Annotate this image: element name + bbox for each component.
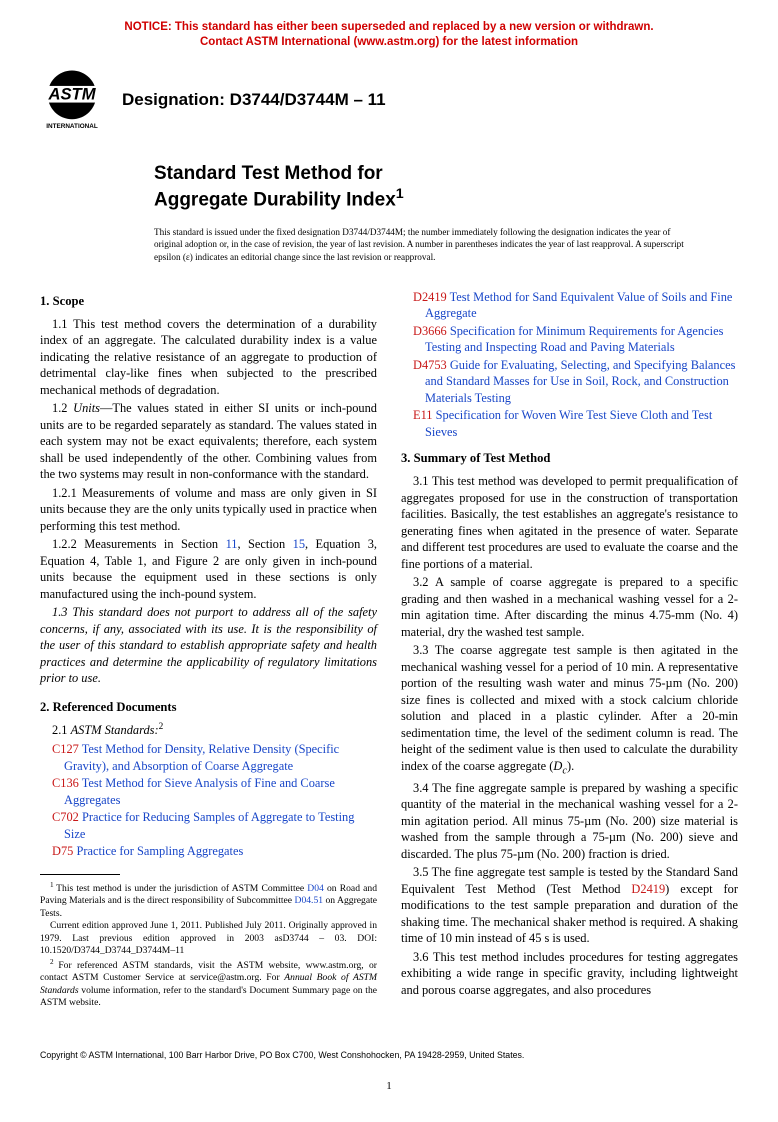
refs-list-left: C127 Test Method for Density, Relative D… bbox=[40, 741, 377, 860]
ref-code: D4753 bbox=[413, 358, 450, 372]
title-line1: Standard Test Method for bbox=[154, 163, 383, 184]
refs-heading: 2. Referenced Documents bbox=[40, 699, 377, 716]
para-3.3: 3.3 The coarse aggregate test sample is … bbox=[401, 642, 738, 778]
ref-text: Specification for Woven Wire Test Sieve … bbox=[425, 408, 712, 439]
para-3.5: 3.5 The fine aggregate test sample is te… bbox=[401, 864, 738, 947]
ref-code: E11 bbox=[413, 408, 436, 422]
designation: Designation: D3744/D3744M – 11 bbox=[122, 90, 386, 110]
ref-text: Test Method for Sand Equivalent Value of… bbox=[425, 290, 732, 321]
footnote-1b: Current edition approved June 1, 2011. P… bbox=[40, 920, 377, 957]
ref-text: Specification for Minimum Requirements f… bbox=[425, 324, 723, 355]
ref-text: Test Method for Sieve Analysis of Fine a… bbox=[64, 776, 335, 807]
refs-subhead: 2.1 ASTM Standards:2 bbox=[40, 721, 377, 739]
right-column: D2419 Test Method for Sand Equivalent Va… bbox=[401, 289, 738, 1010]
issuance-note: This standard is issued under the fixed … bbox=[154, 226, 698, 263]
svg-text:ASTM: ASTM bbox=[47, 84, 96, 103]
section-link[interactable]: 11 bbox=[226, 537, 238, 551]
footnote-2: 2 For referenced ASTM standards, visit t… bbox=[40, 958, 377, 1010]
ref-item[interactable]: D3666 Specification for Minimum Requirem… bbox=[401, 323, 738, 356]
copyright: Copyright © ASTM International, 100 Barr… bbox=[40, 1050, 738, 1060]
para-3.6: 3.6 This test method includes procedures… bbox=[401, 949, 738, 999]
ref-code: D2419 bbox=[413, 290, 450, 304]
ref-item[interactable]: D75 Practice for Sampling Aggregates bbox=[40, 843, 377, 860]
left-column: 1. Scope 1.1 This test method covers the… bbox=[40, 289, 377, 1010]
ref-code: D3666 bbox=[413, 324, 450, 338]
para-1.2: 1.2 Units—The values stated in either SI… bbox=[40, 400, 377, 483]
ref-item[interactable]: C136 Test Method for Sieve Analysis of F… bbox=[40, 775, 377, 808]
ref-link[interactable]: D2419 bbox=[631, 882, 665, 896]
scope-heading: 1. Scope bbox=[40, 293, 377, 310]
ref-text: Test Method for Density, Relative Densit… bbox=[64, 742, 339, 773]
footnote-rule bbox=[40, 874, 120, 875]
title-line2: Aggregate Durability Index bbox=[154, 189, 396, 210]
body-columns: 1. Scope 1.1 This test method covers the… bbox=[40, 289, 738, 1010]
title-footnote-ref: 1 bbox=[396, 186, 404, 202]
title-block: Standard Test Method for Aggregate Durab… bbox=[154, 162, 738, 212]
section-link[interactable]: 15 bbox=[293, 537, 305, 551]
notice-banner: NOTICE: This standard has either been su… bbox=[40, 20, 738, 50]
para-1.2.1: 1.2.1 Measurements of volume and mass ar… bbox=[40, 485, 377, 535]
ref-item[interactable]: D2419 Test Method for Sand Equivalent Va… bbox=[401, 289, 738, 322]
ref-text: Guide for Evaluating, Selecting, and Spe… bbox=[425, 358, 735, 405]
ref-text: Practice for Reducing Samples of Aggrega… bbox=[64, 810, 354, 841]
para-3.1: 3.1 This test method was developed to pe… bbox=[401, 473, 738, 572]
notice-line1: NOTICE: This standard has either been su… bbox=[124, 21, 653, 33]
ref-code: C702 bbox=[52, 810, 82, 824]
para-1.3: 1.3 This standard does not purport to ad… bbox=[40, 604, 377, 687]
notice-line2: Contact ASTM International (www.astm.org… bbox=[200, 36, 578, 48]
page-number: 1 bbox=[40, 1080, 738, 1092]
ref-item[interactable]: C702 Practice for Reducing Samples of Ag… bbox=[40, 809, 377, 842]
para-3.2: 3.2 A sample of coarse aggregate is prep… bbox=[401, 574, 738, 640]
summary-heading: 3. Summary of Test Method bbox=[401, 450, 738, 467]
svg-text:INTERNATIONAL: INTERNATIONAL bbox=[46, 123, 98, 130]
para-1.2.2: 1.2.2 Measurements in Section 11, Sectio… bbox=[40, 536, 377, 602]
ref-item[interactable]: E11 Specification for Woven Wire Test Si… bbox=[401, 407, 738, 440]
para-3.4: 3.4 The fine aggregate sample is prepare… bbox=[401, 780, 738, 863]
header: ASTM INTERNATIONAL Designation: D3744/D3… bbox=[40, 68, 738, 132]
refs-list-right: D2419 Test Method for Sand Equivalent Va… bbox=[401, 289, 738, 441]
committee-link[interactable]: D04 bbox=[307, 883, 324, 894]
ref-item[interactable]: C127 Test Method for Density, Relative D… bbox=[40, 741, 377, 774]
para-1.1: 1.1 This test method covers the determin… bbox=[40, 316, 377, 399]
ref-text: Practice for Sampling Aggregates bbox=[76, 844, 243, 858]
ref-code: C127 bbox=[52, 742, 82, 756]
ref-code: D75 bbox=[52, 844, 76, 858]
footnote-1: 1 This test method is under the jurisdic… bbox=[40, 881, 377, 921]
subcommittee-link[interactable]: D04.51 bbox=[295, 895, 324, 906]
astm-logo: ASTM INTERNATIONAL bbox=[40, 68, 104, 132]
ref-item[interactable]: D4753 Guide for Evaluating, Selecting, a… bbox=[401, 357, 738, 407]
ref-code: C136 bbox=[52, 776, 82, 790]
